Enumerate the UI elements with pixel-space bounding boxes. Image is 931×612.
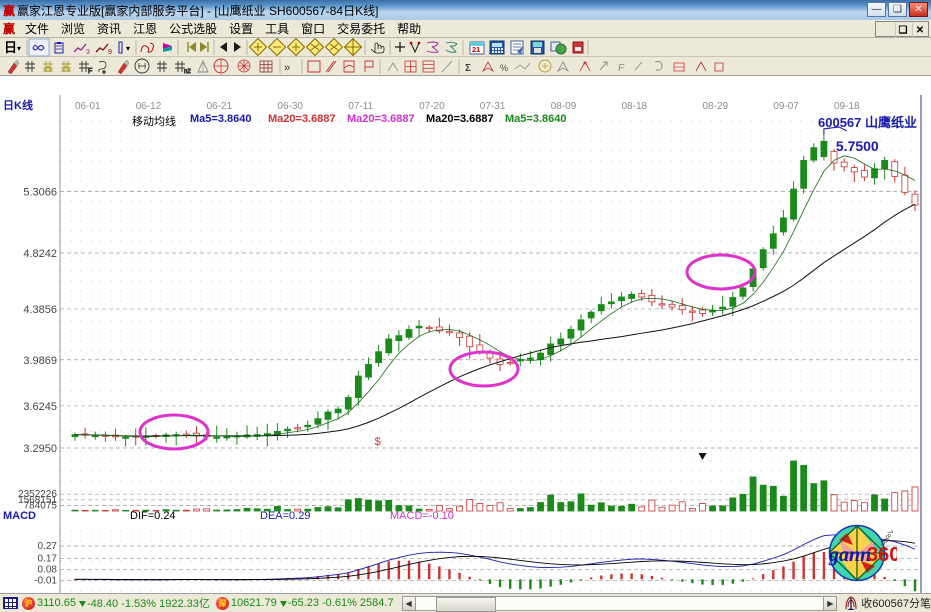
svg-text:06-01: 06-01	[75, 101, 101, 112]
svg-text:06-30: 06-30	[277, 101, 303, 112]
svg-text:3.9869: 3.9869	[23, 355, 57, 367]
svg-text:0.08: 0.08	[38, 564, 58, 575]
svg-text:3.2950: 3.2950	[23, 443, 57, 455]
svg-text:gann: gann	[828, 544, 871, 566]
svg-text:5.3066: 5.3066	[23, 186, 57, 198]
svg-text:-0.01: -0.01	[34, 576, 57, 587]
svg-text:0.27: 0.27	[38, 541, 58, 552]
svg-text:$: $	[375, 436, 381, 448]
svg-text:08-09: 08-09	[551, 101, 577, 112]
svg-text:06-12: 06-12	[136, 101, 162, 112]
svg-text:08-18: 08-18	[622, 101, 648, 112]
svg-text:07-20: 07-20	[419, 101, 445, 112]
svg-text:09-18: 09-18	[834, 101, 860, 112]
svg-text:07-31: 07-31	[480, 101, 506, 112]
svg-text:4.3856: 4.3856	[23, 304, 57, 316]
svg-text:07-11: 07-11	[348, 101, 373, 112]
svg-text:09-07: 09-07	[773, 101, 799, 112]
svg-text:3.6245: 3.6245	[23, 401, 57, 413]
svg-text:06-21: 06-21	[207, 101, 233, 112]
svg-text:4.8242: 4.8242	[23, 248, 57, 260]
svg-text:5.7500: 5.7500	[836, 138, 879, 154]
svg-text:0.17: 0.17	[38, 553, 58, 564]
svg-text:08-29: 08-29	[703, 101, 729, 112]
